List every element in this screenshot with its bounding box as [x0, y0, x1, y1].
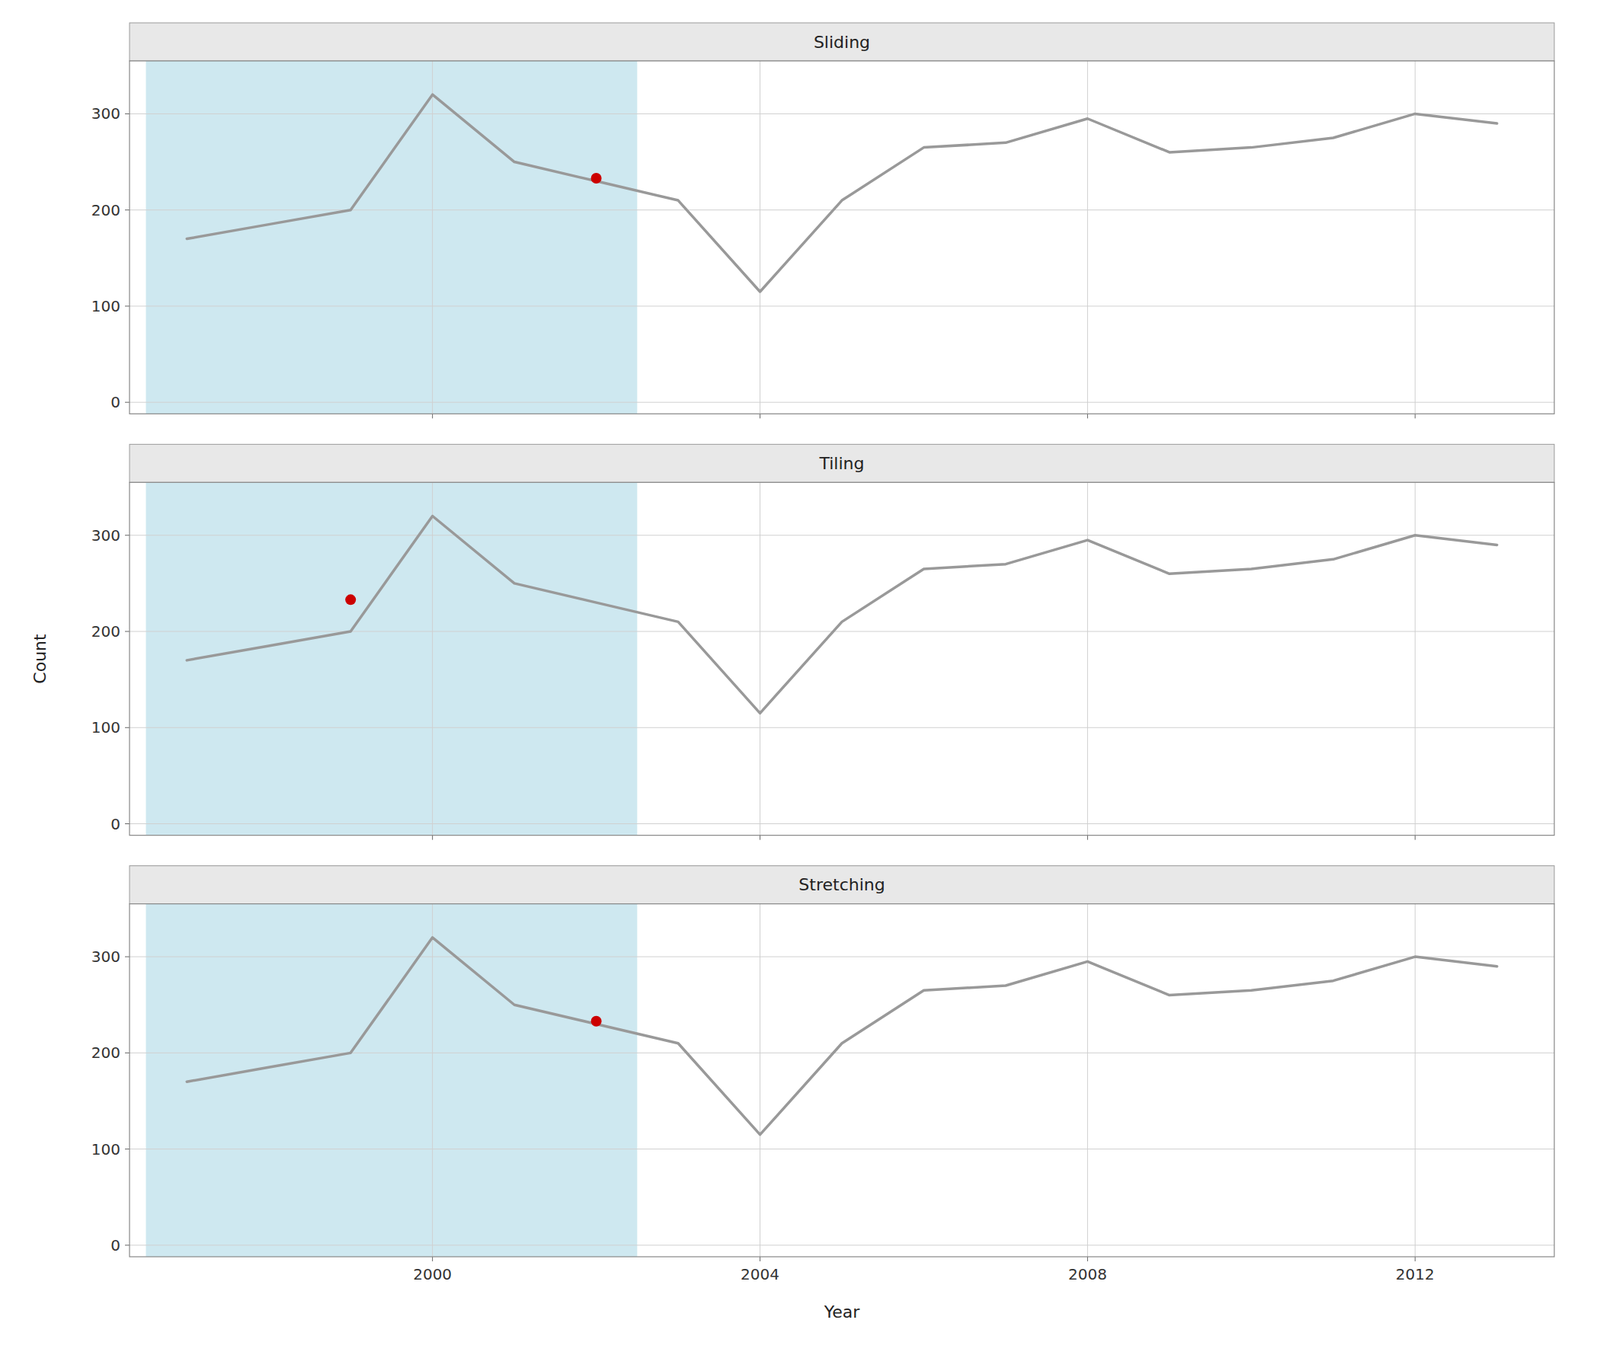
- tick-y: [124, 534, 130, 536]
- tick-y: [124, 956, 130, 958]
- grid-line-y: [129, 402, 1555, 404]
- plot-area: [129, 482, 1555, 836]
- grid-line-y: [129, 305, 1555, 307]
- panel-title: Sliding: [813, 32, 871, 52]
- panel: Stretching 0 100 200 300 2000 2004 2008 2012 Year: [91, 866, 1555, 1322]
- tick-x: [432, 413, 433, 419]
- panel-title: Stretching: [798, 875, 885, 895]
- tick-y: [124, 1244, 130, 1246]
- tick-label-x: 2012: [1395, 1265, 1435, 1284]
- tick-x: [1414, 1257, 1416, 1262]
- tick-label-y: 0: [110, 393, 121, 412]
- panel-title: Tiling: [818, 454, 864, 474]
- tick-x: [432, 835, 433, 841]
- tick-x: [432, 1257, 433, 1262]
- tick-label-x: 2004: [740, 1265, 780, 1284]
- tick-x: [1087, 835, 1088, 841]
- grid-line-x: [1087, 60, 1088, 414]
- tick-x: [759, 413, 761, 419]
- tick-label-y: 200: [91, 201, 121, 220]
- tick-x: [759, 1257, 761, 1262]
- dot: [591, 1016, 602, 1028]
- plot-area: [129, 60, 1555, 414]
- grid-line-y: [129, 823, 1555, 825]
- tick-label-y: 0: [110, 815, 121, 834]
- grid-line-y: [129, 1244, 1555, 1246]
- tick-y: [124, 1052, 130, 1054]
- tick-y: [124, 823, 130, 825]
- data-layer: [129, 904, 1555, 1258]
- strip: [129, 866, 1555, 905]
- dot: [591, 172, 602, 184]
- tick-x: [1414, 413, 1416, 419]
- plot-frame: [129, 482, 1555, 836]
- tick-label-x: 2000: [412, 1265, 452, 1284]
- grid-line-y: [129, 534, 1555, 536]
- data-layer: [129, 482, 1555, 836]
- tick-x: [759, 835, 761, 841]
- tick-label-x: 2008: [1068, 1265, 1108, 1284]
- line: [186, 516, 1498, 714]
- grid: [129, 482, 1555, 836]
- line: [186, 94, 1498, 292]
- grid-line-x: [759, 482, 761, 836]
- plot-frame: [129, 60, 1555, 414]
- strip: [129, 22, 1555, 61]
- tick-y: [124, 305, 130, 307]
- tick-y: [124, 1148, 130, 1150]
- grid-line-y: [129, 1148, 1555, 1150]
- plot-area: [129, 904, 1555, 1258]
- grid-line-x: [1087, 482, 1088, 836]
- panel: Tiling 0 100 200 300 Count: [30, 444, 1555, 840]
- grid-line-x: [759, 904, 761, 1258]
- panel: Sliding 0 100 200 300: [91, 22, 1555, 419]
- tick-y: [124, 402, 130, 404]
- strip: [129, 444, 1555, 483]
- grid-line-x: [432, 60, 433, 414]
- tick-label-y: 0: [110, 1236, 121, 1255]
- grid-line-x: [759, 60, 761, 414]
- grid-line-y: [129, 956, 1555, 958]
- tick-y: [124, 727, 130, 729]
- tick-label-y: 100: [91, 1140, 121, 1159]
- tick-y: [124, 209, 130, 211]
- axis-label-x: Year: [823, 1302, 861, 1322]
- data-layer: [129, 60, 1555, 414]
- plot-frame: [129, 904, 1555, 1258]
- grid-line-x: [1087, 904, 1088, 1258]
- tick-label-y: 100: [91, 718, 121, 737]
- tick-x: [1414, 835, 1416, 841]
- tick-y: [124, 631, 130, 633]
- page: {"chart_data": [ {"type": "line", "title…: [0, 0, 1600, 1371]
- background: [0, 0, 1600, 1371]
- grid: [129, 60, 1555, 414]
- dot: [345, 594, 356, 605]
- tick-y: [124, 113, 130, 115]
- grid-line-y: [129, 727, 1555, 729]
- tick-label-y: 300: [91, 104, 121, 123]
- tick-x: [1087, 413, 1088, 419]
- tick-label-y: 300: [91, 947, 121, 967]
- axis-label-y: Count: [30, 633, 50, 685]
- grid: [129, 904, 1555, 1258]
- line: [186, 937, 1498, 1136]
- tick-label-y: 200: [91, 622, 121, 641]
- grid-line-x: [432, 904, 433, 1258]
- tick-x: [1087, 1257, 1088, 1262]
- tick-label-y: 100: [91, 297, 121, 316]
- grid-line-y: [129, 113, 1555, 115]
- tick-label-y: 300: [91, 526, 121, 545]
- tick-label-y: 200: [91, 1043, 121, 1063]
- grid-line-x: [432, 482, 433, 836]
- chart-svg: Sliding 0 100 200 300 Tiling 0 100 200 300 Count St…: [0, 0, 1600, 1371]
